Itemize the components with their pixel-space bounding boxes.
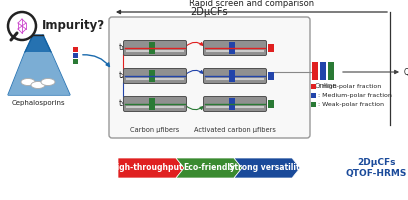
Bar <box>320 62 326 80</box>
Bar <box>73 53 78 58</box>
Bar <box>311 102 316 107</box>
Bar <box>268 72 274 80</box>
Bar <box>229 70 235 82</box>
Text: : Medium-polar fraction: : Medium-polar fraction <box>318 93 392 98</box>
Text: t₁: t₁ <box>119 44 125 52</box>
Text: Impurity?: Impurity? <box>42 20 105 32</box>
Text: Activated carbon μfibers: Activated carbon μfibers <box>194 127 276 133</box>
Ellipse shape <box>21 78 35 86</box>
Polygon shape <box>8 52 70 95</box>
Bar <box>149 42 155 54</box>
Text: High-throughput: High-throughput <box>111 164 183 172</box>
Text: 2DμCFs
QTOF-HRMS: 2DμCFs QTOF-HRMS <box>345 158 407 178</box>
Bar <box>268 44 274 52</box>
Text: : High-polar fraction: : High-polar fraction <box>318 84 381 89</box>
FancyBboxPatch shape <box>109 17 310 138</box>
FancyBboxPatch shape <box>124 40 186 55</box>
Bar <box>268 100 274 108</box>
Bar <box>229 42 235 54</box>
Bar <box>311 84 316 89</box>
Bar <box>312 62 318 80</box>
Text: Cephalosporins: Cephalosporins <box>11 100 65 106</box>
FancyBboxPatch shape <box>204 40 266 55</box>
Text: Strong versatility: Strong versatility <box>229 164 305 172</box>
Text: Online: Online <box>315 83 337 89</box>
Ellipse shape <box>41 78 55 86</box>
Text: 2DμCFs: 2DμCFs <box>191 7 228 17</box>
Text: t₃: t₃ <box>119 99 125 108</box>
Bar <box>311 93 316 98</box>
Bar <box>149 98 155 110</box>
Bar <box>73 59 78 64</box>
Text: : Weak-polar fraction: : Weak-polar fraction <box>318 102 384 107</box>
Polygon shape <box>8 35 70 95</box>
FancyBboxPatch shape <box>204 68 266 84</box>
Text: Carbon μfibers: Carbon μfibers <box>131 127 180 133</box>
Polygon shape <box>176 158 242 178</box>
FancyBboxPatch shape <box>204 97 266 112</box>
FancyBboxPatch shape <box>124 97 186 112</box>
Text: Eco-friendly: Eco-friendly <box>183 164 235 172</box>
Polygon shape <box>234 158 300 178</box>
Bar <box>229 98 235 110</box>
Polygon shape <box>118 158 184 178</box>
Ellipse shape <box>31 82 45 88</box>
Bar <box>328 62 334 80</box>
Text: Rapid screen and comparison: Rapid screen and comparison <box>189 0 315 8</box>
Text: t₂: t₂ <box>119 72 125 80</box>
FancyBboxPatch shape <box>124 68 186 84</box>
Bar <box>149 70 155 82</box>
Bar <box>73 47 78 52</box>
Text: QTOF-HRMS: QTOF-HRMS <box>404 68 408 76</box>
